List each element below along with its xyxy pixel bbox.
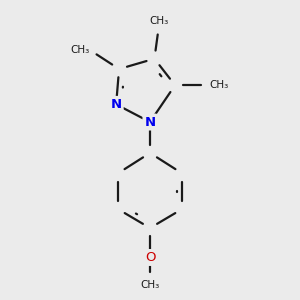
Text: CH₃: CH₃	[209, 80, 228, 90]
Text: O: O	[145, 251, 155, 264]
Text: CH₃: CH₃	[70, 45, 90, 55]
Text: CH₃: CH₃	[140, 280, 160, 290]
Text: N: N	[111, 98, 122, 111]
Text: N: N	[144, 116, 156, 128]
Text: CH₃: CH₃	[149, 16, 169, 26]
